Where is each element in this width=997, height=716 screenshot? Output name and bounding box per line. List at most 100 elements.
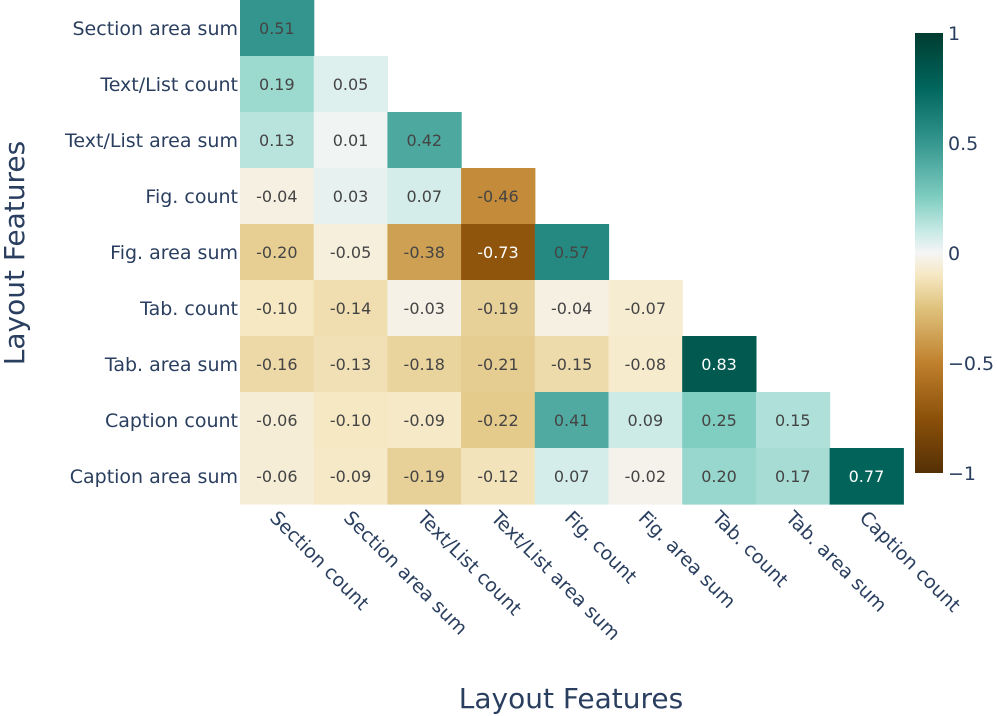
y-tick-label: Tab. count xyxy=(139,298,238,320)
cell-value-label: -0.22 xyxy=(477,411,518,430)
cell-value-label: 0.01 xyxy=(333,131,369,150)
heatmap-cell xyxy=(313,392,388,449)
heatmap-cell xyxy=(461,392,536,449)
cell-value-label: -0.14 xyxy=(330,299,371,318)
heatmap-cell xyxy=(387,168,462,225)
cell-value-label: -0.10 xyxy=(256,299,297,318)
cell-value-label: -0.19 xyxy=(404,467,445,486)
cell-value-label: -0.06 xyxy=(256,411,297,430)
heatmap-cell xyxy=(534,392,610,449)
cell-value-label: 0.83 xyxy=(701,355,737,374)
colorbar-gradient xyxy=(915,33,943,473)
cell-value-label: -0.20 xyxy=(256,243,297,262)
heatmap-cell xyxy=(240,56,315,113)
heatmap-cell xyxy=(387,112,462,169)
heatmap-cell xyxy=(240,0,315,57)
cell-value-label: -0.07 xyxy=(625,299,666,318)
colorbar-tick-label: 0.5 xyxy=(948,133,978,155)
cell-value-label: -0.21 xyxy=(477,355,518,374)
heatmap-cell xyxy=(313,112,388,169)
heatmap-cell xyxy=(240,112,315,169)
cell-value-label: -0.09 xyxy=(404,411,445,430)
heatmap-cell xyxy=(240,448,315,505)
heatmap-cell xyxy=(240,224,315,281)
cell-value-label: 0.42 xyxy=(406,131,442,150)
cell-value-label: -0.04 xyxy=(551,299,592,318)
heatmap-cell xyxy=(313,280,388,337)
heatmap-cell xyxy=(461,448,536,505)
cell-value-label: 0.20 xyxy=(701,467,737,486)
y-tick-label: Text/List count xyxy=(99,74,238,96)
heatmap-cell xyxy=(755,392,831,449)
heatmap-cell xyxy=(608,392,683,449)
x-tick-label: Text/List area sum xyxy=(486,506,625,645)
cell-value-label: 0.15 xyxy=(775,411,811,430)
heatmap-cell xyxy=(313,168,388,225)
heatmap-cell xyxy=(240,392,315,449)
cell-value-label: -0.09 xyxy=(330,467,371,486)
cell-value-label: -0.10 xyxy=(330,411,371,430)
y-tick-label: Text/List area sum xyxy=(64,130,238,152)
y-tick-label: Caption area sum xyxy=(70,466,238,488)
cell-value-label: 0.57 xyxy=(554,243,590,262)
y-axis-tick-labels: Section area sum Text/List count Text/List… xyxy=(64,18,238,488)
cell-value-label: 0.17 xyxy=(775,467,811,486)
heatmap-cell xyxy=(534,280,610,337)
y-tick-label: Section area sum xyxy=(73,18,239,40)
heatmap-cell xyxy=(387,224,462,281)
cell-value-label: -0.13 xyxy=(330,355,371,374)
colorbar-tick-label: −1 xyxy=(948,463,976,485)
heatmap-cell xyxy=(461,168,536,225)
y-tick-label: Tab. area sum xyxy=(104,354,238,376)
heatmap-cell xyxy=(387,280,462,337)
heatmap-cell xyxy=(534,448,610,505)
cell-value-label: -0.08 xyxy=(625,355,666,374)
heatmap-value-labels: 0.51 0.19 0.05 0.13 0.01 0.42 -0.04 0.03 0.07 -0.… xyxy=(256,19,884,486)
cell-value-label: 0.77 xyxy=(849,467,885,486)
heatmap-cell xyxy=(608,336,683,393)
cell-value-label: -0.15 xyxy=(551,355,592,374)
heatmap-cell xyxy=(682,448,757,505)
heatmap-cell xyxy=(682,392,757,449)
x-tick-label: Section area sum xyxy=(339,507,472,640)
cell-value-label: -0.19 xyxy=(477,299,518,318)
heatmap-cell xyxy=(608,280,683,337)
heatmap-cell xyxy=(534,336,610,393)
heatmap-cell xyxy=(240,168,315,225)
y-axis-title: Layout Features xyxy=(0,141,31,365)
cell-value-label: 0.03 xyxy=(333,187,369,206)
heatmap-cell xyxy=(313,56,388,113)
x-axis-title: Layout Features xyxy=(459,682,683,715)
heatmap-cell xyxy=(682,336,757,393)
heatmap-cell xyxy=(313,224,388,281)
cell-value-label: -0.02 xyxy=(625,467,666,486)
heatmap-cell xyxy=(387,448,462,505)
heatmap-cell xyxy=(608,448,683,505)
cell-value-label: -0.12 xyxy=(477,467,518,486)
cell-value-label: -0.73 xyxy=(477,243,518,262)
cell-value-label: 0.19 xyxy=(259,75,295,94)
y-tick-label: Caption count xyxy=(105,410,238,432)
y-tick-label: Fig. count xyxy=(145,186,238,208)
cell-value-label: -0.38 xyxy=(404,243,445,262)
heatmap-cell xyxy=(829,448,904,505)
cell-value-label: 0.41 xyxy=(554,411,590,430)
heatmap-cells xyxy=(240,0,904,505)
colorbar: 1 0.5 0 −0.5 −1 xyxy=(915,23,994,485)
colorbar-tick-label: −0.5 xyxy=(948,353,994,375)
heatmap-cell xyxy=(461,224,536,281)
cell-value-label: -0.46 xyxy=(477,187,518,206)
colorbar-tick-labels: 1 0.5 0 −0.5 −1 xyxy=(948,23,994,485)
cell-value-label: -0.16 xyxy=(256,355,297,374)
cell-value-label: -0.04 xyxy=(256,187,297,206)
cell-value-label: -0.05 xyxy=(330,243,371,262)
heatmap-cell xyxy=(461,280,536,337)
cell-value-label: 0.07 xyxy=(554,467,590,486)
heatmap-cell xyxy=(240,280,315,337)
heatmap-cell xyxy=(534,224,610,281)
heatmap-cell xyxy=(313,448,388,505)
cell-value-label: 0.51 xyxy=(259,19,295,38)
cell-value-label: -0.03 xyxy=(404,299,445,318)
